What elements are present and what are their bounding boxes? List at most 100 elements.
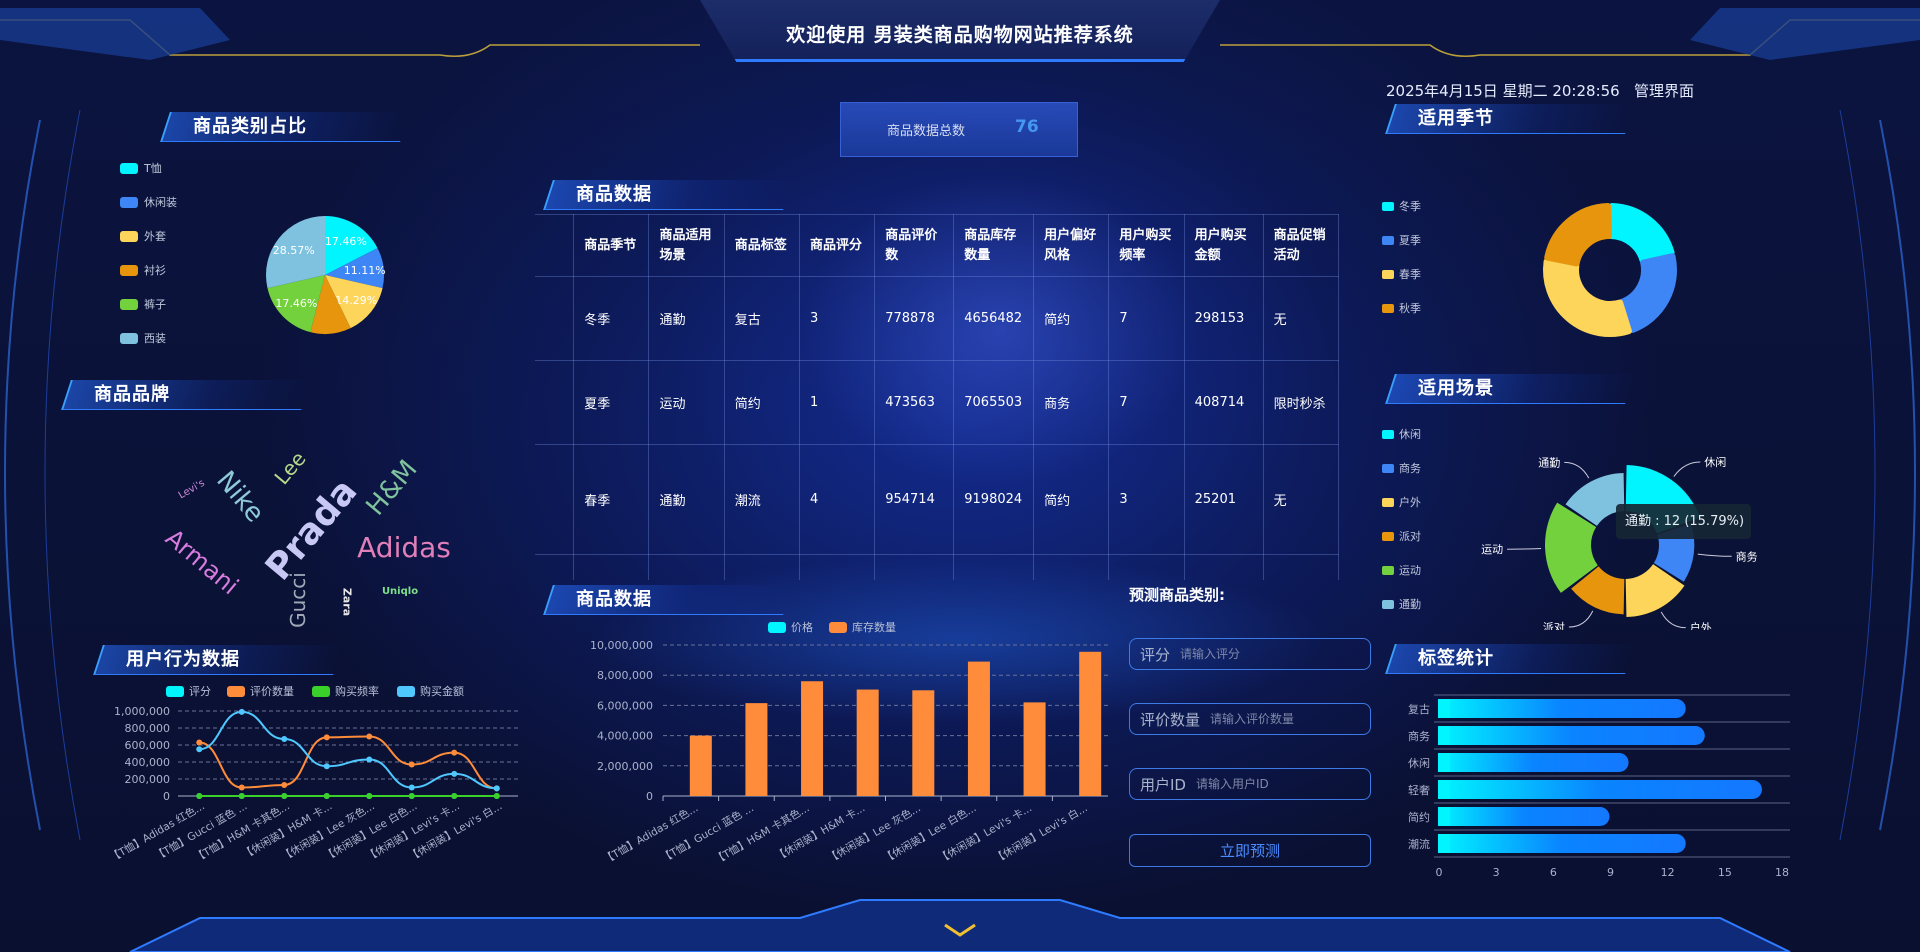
legend-item[interactable]: 衬衫 xyxy=(120,262,166,278)
predict-field[interactable]: 用户ID 请输入用户ID xyxy=(1129,768,1371,800)
legend-item[interactable]: 派对 xyxy=(1382,528,1421,544)
rose-slice[interactable] xyxy=(1565,473,1625,526)
data-point[interactable] xyxy=(451,749,458,756)
brand-word[interactable]: Zara xyxy=(340,587,354,617)
data-point[interactable] xyxy=(366,733,373,740)
data-point[interactable] xyxy=(323,734,330,741)
pie-slice[interactable] xyxy=(267,275,325,333)
input-wrapper[interactable]: 请输入评分 xyxy=(1180,639,1370,669)
bar[interactable] xyxy=(1438,753,1629,772)
pie-slice[interactable] xyxy=(325,275,383,329)
data-point[interactable] xyxy=(408,784,415,791)
bar[interactable] xyxy=(689,735,712,796)
bar[interactable] xyxy=(1438,807,1610,826)
bar[interactable] xyxy=(967,661,990,796)
donut-slice[interactable] xyxy=(1543,258,1632,337)
bar[interactable] xyxy=(745,703,768,796)
data-point[interactable] xyxy=(323,792,330,799)
season-donut-chart xyxy=(1543,203,1677,337)
legend-item[interactable]: 春季 xyxy=(1382,266,1421,282)
input-wrapper[interactable]: 请输入评价数量 xyxy=(1210,704,1370,734)
legend-swatch[interactable] xyxy=(312,686,330,697)
pie-slice[interactable] xyxy=(266,216,325,289)
predict-field[interactable]: 评价数量 请输入评价数量 xyxy=(1129,703,1371,735)
table-cell: 限时秒杀 xyxy=(1262,360,1340,445)
predict-button[interactable]: 立即预测 xyxy=(1129,834,1371,867)
legend-item[interactable]: 秋季 xyxy=(1382,300,1421,316)
bar[interactable] xyxy=(1023,702,1046,796)
data-point[interactable] xyxy=(196,746,203,753)
admin-link[interactable]: 管理界面 xyxy=(1634,82,1695,100)
data-point[interactable] xyxy=(493,785,500,792)
data-point[interactable] xyxy=(281,736,288,743)
brand-word[interactable]: Uniqlo xyxy=(381,586,419,597)
data-point[interactable] xyxy=(451,792,458,799)
input-wrapper[interactable]: 请输入用户ID xyxy=(1195,769,1370,799)
bar[interactable] xyxy=(1438,780,1762,799)
bar[interactable] xyxy=(1438,834,1686,853)
bar[interactable] xyxy=(801,681,824,796)
legend-swatch[interactable] xyxy=(166,686,184,697)
x-tick-label: 12 xyxy=(1661,866,1675,879)
predict-field[interactable]: 评分 请输入评分 xyxy=(1129,638,1371,670)
bar[interactable] xyxy=(1079,651,1102,796)
pie-slice[interactable] xyxy=(325,248,384,289)
bar-base xyxy=(1438,753,1450,772)
table-row[interactable] xyxy=(535,554,1340,580)
legend-item[interactable]: 户外 xyxy=(1382,494,1421,510)
data-point[interactable] xyxy=(196,792,203,799)
legend-swatch[interactable] xyxy=(829,622,847,633)
table-row[interactable]: 夏季 运动 简约 1 473563 7065503 商务 7 408714 限时秒杀 xyxy=(535,360,1340,445)
legend-item[interactable]: 运动 xyxy=(1382,562,1421,578)
bar[interactable] xyxy=(912,690,935,796)
legend-item[interactable]: 冬季 xyxy=(1382,198,1421,214)
data-point[interactable] xyxy=(238,708,245,715)
bar[interactable] xyxy=(1438,726,1705,745)
legend-item[interactable]: 休闲装 xyxy=(120,194,177,210)
table-row[interactable]: 纤维春季通勤潮流49547149198024简约325201无 xyxy=(535,444,1340,555)
legend-label: 购买频率 xyxy=(335,684,379,698)
bar[interactable] xyxy=(1438,699,1686,718)
legend-item[interactable]: 夏季 xyxy=(1382,232,1421,248)
donut-slice[interactable] xyxy=(1608,203,1675,264)
product-table-container[interactable]: 材质商品季节商品适用场景商品标签商品评分商品评价数商品库存数量用户偏好风格用户购… xyxy=(535,214,1385,580)
legend-item[interactable]: 商务 xyxy=(1382,460,1421,476)
data-point[interactable] xyxy=(493,792,500,799)
rose-slice[interactable] xyxy=(1625,564,1685,617)
data-point[interactable] xyxy=(408,761,415,768)
legend-item[interactable]: 休闲 xyxy=(1382,426,1421,442)
data-point[interactable] xyxy=(281,781,288,788)
donut-slice[interactable] xyxy=(1618,253,1677,333)
legend-swatch[interactable] xyxy=(768,622,786,633)
predict-input[interactable] xyxy=(1195,769,1370,799)
data-point[interactable] xyxy=(366,756,373,763)
brand-word[interactable]: Gucci xyxy=(286,572,310,628)
pie-slice[interactable] xyxy=(310,275,351,334)
legend-item[interactable]: T恤 xyxy=(120,160,162,176)
rose-slice[interactable] xyxy=(1545,502,1598,593)
legend-item[interactable]: 外套 xyxy=(120,228,166,244)
data-point[interactable] xyxy=(408,792,415,799)
brand-word[interactable]: Adidas xyxy=(357,531,451,564)
legend-item[interactable]: 通勤 xyxy=(1382,596,1421,612)
pie-slice[interactable] xyxy=(325,216,378,275)
table-row[interactable]: 冬季 通勤 复古 3 778878 4656482 简约 7 298153 无 xyxy=(535,276,1340,361)
legend-swatch[interactable] xyxy=(397,686,415,697)
data-point[interactable] xyxy=(238,792,245,799)
datetime: 2025年4月15日 星期二 20:28:56 xyxy=(1386,82,1620,100)
data-point[interactable] xyxy=(281,792,288,799)
legend-item[interactable]: 裤子 xyxy=(120,296,166,312)
data-point[interactable] xyxy=(238,784,245,791)
data-point[interactable] xyxy=(451,770,458,777)
rose-slice[interactable] xyxy=(1571,566,1625,615)
data-point[interactable] xyxy=(366,792,373,799)
predict-input[interactable] xyxy=(1180,639,1370,669)
data-point[interactable] xyxy=(196,739,203,746)
table-cell: 7 xyxy=(1108,360,1185,445)
donut-slice[interactable] xyxy=(1544,203,1612,267)
legend-item[interactable]: 西装 xyxy=(120,330,166,346)
legend-swatch[interactable] xyxy=(227,686,245,697)
data-point[interactable] xyxy=(323,763,330,770)
predict-input[interactable] xyxy=(1210,704,1370,734)
bar[interactable] xyxy=(856,689,879,796)
